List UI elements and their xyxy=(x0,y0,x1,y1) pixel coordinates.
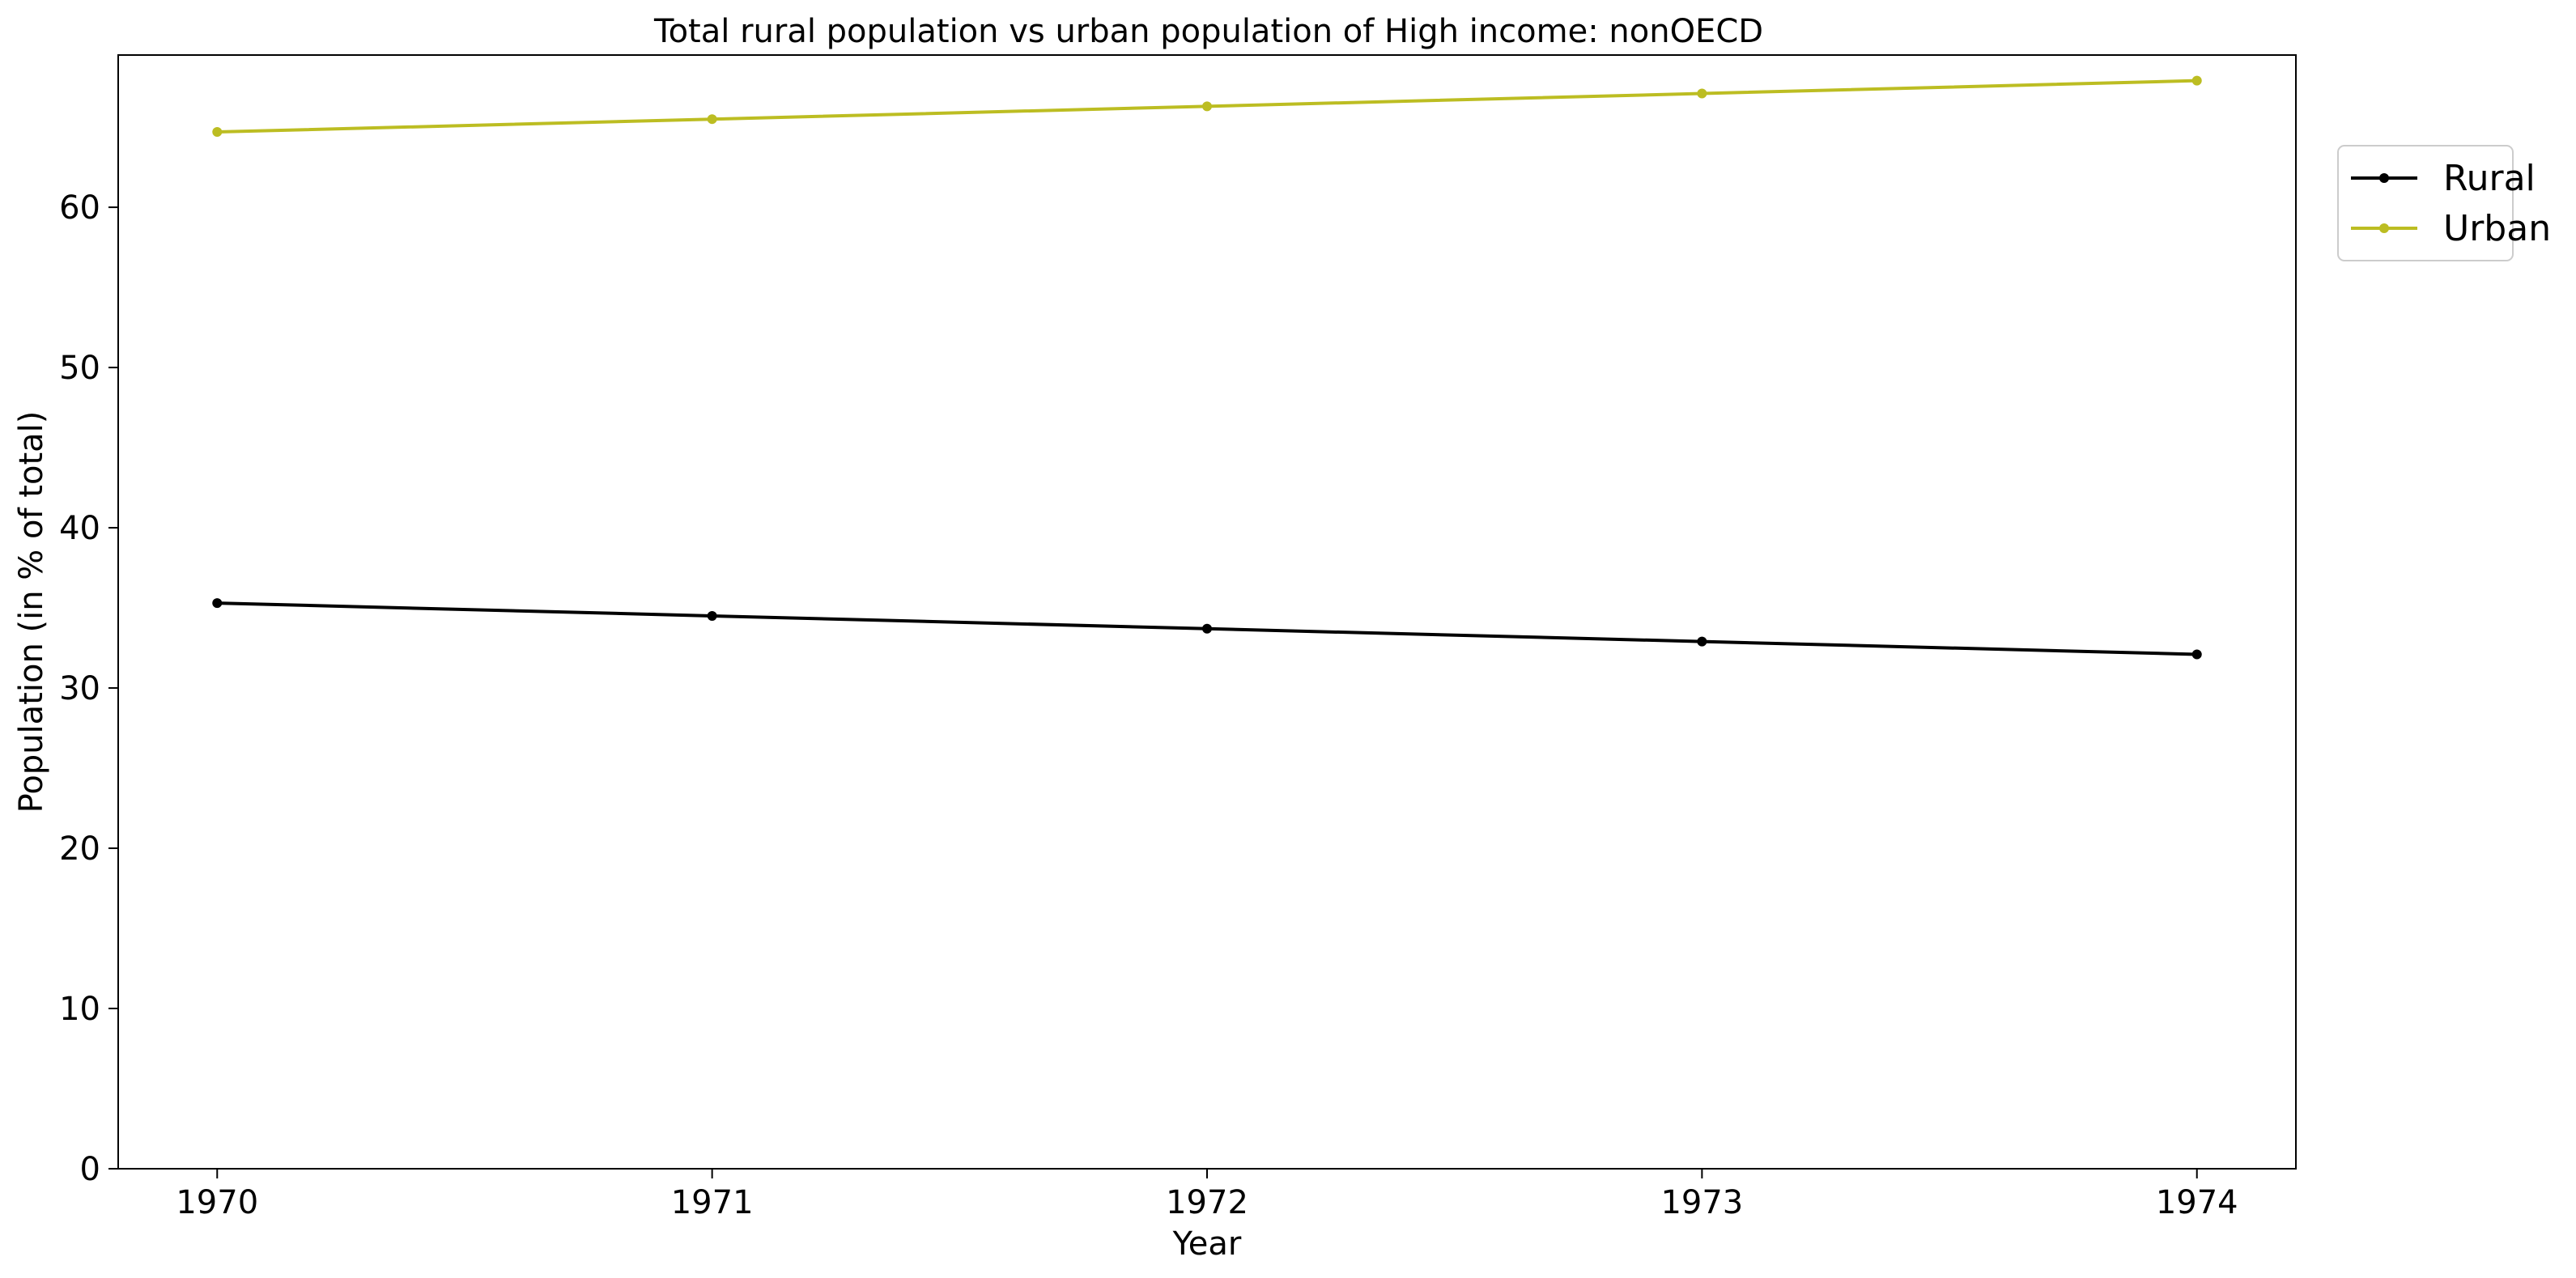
legend-marker-rural xyxy=(2379,173,2389,183)
y-tick-label: 20 xyxy=(59,830,100,868)
data-point-urban xyxy=(1202,101,1212,112)
y-tick-label: 30 xyxy=(59,670,100,707)
legend-label-urban: Urban xyxy=(2443,208,2551,249)
y-tick-label: 0 xyxy=(80,1151,100,1188)
data-point-urban xyxy=(2191,75,2202,86)
data-point-rural xyxy=(212,598,223,609)
data-point-urban xyxy=(212,127,223,138)
data-point-rural xyxy=(1697,636,1707,647)
legend-entries: Rural Urban xyxy=(2351,158,2551,249)
data-point-rural xyxy=(2191,649,2202,660)
legend-marker-urban xyxy=(2379,223,2389,233)
data-point-rural xyxy=(1202,623,1212,634)
chart-title: Total rural population vs urban populati… xyxy=(653,13,1763,50)
series-lines xyxy=(212,75,2202,660)
y-tick-label: 40 xyxy=(59,510,100,547)
x-tick-label: 1970 xyxy=(176,1184,258,1221)
y-tick-label: 10 xyxy=(59,991,100,1028)
y-tick-label: 50 xyxy=(59,350,100,387)
legend: Rural Urban xyxy=(2337,145,2551,261)
data-point-urban xyxy=(707,114,717,125)
x-tick-label: 1971 xyxy=(671,1184,754,1221)
y-axis: 0 10 20 30 40 50 60 xyxy=(59,189,118,1188)
y-axis-label: Population (in % of total) xyxy=(13,411,50,813)
data-point-rural xyxy=(707,610,717,621)
data-point-urban xyxy=(1697,88,1707,99)
y-tick-label: 60 xyxy=(59,189,100,227)
legend-label-rural: Rural xyxy=(2443,158,2536,199)
x-axis-label: Year xyxy=(1172,1225,1242,1263)
x-axis: 1970 1971 1972 1973 1974 xyxy=(176,1169,2238,1221)
x-tick-label: 1972 xyxy=(1166,1184,1248,1221)
x-tick-label: 1974 xyxy=(2156,1184,2238,1221)
x-tick-label: 1973 xyxy=(1660,1184,1743,1221)
